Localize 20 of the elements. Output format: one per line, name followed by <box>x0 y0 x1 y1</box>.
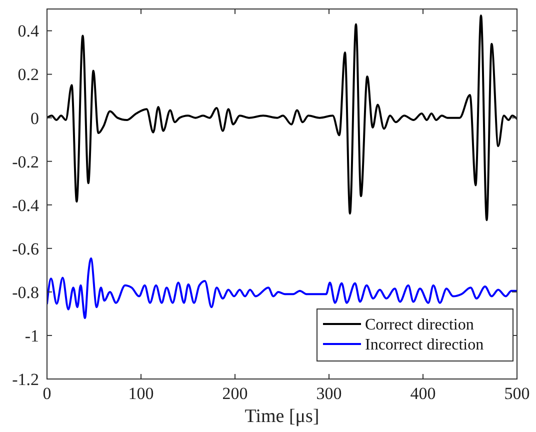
x-tick-label: 500 <box>504 384 530 403</box>
line-series <box>47 257 517 320</box>
y-tick-label: -0.2 <box>12 152 39 172</box>
x-axis-title: Time [μs] <box>244 406 320 427</box>
y-tick-label: -1 <box>24 326 39 346</box>
y-tick-label: 0.4 <box>18 22 40 41</box>
x-tick-label: 0 <box>42 384 52 403</box>
x-tick-label: 400 <box>410 384 436 403</box>
x-tick-label: 200 <box>222 384 248 403</box>
y-tick-label: -0.6 <box>12 239 39 258</box>
line-series <box>47 14 517 222</box>
legend-label: Correct direction <box>365 316 474 334</box>
y-tick-label: -1.2 <box>12 370 39 389</box>
y-tick-label: 0 <box>30 108 39 128</box>
y-tick-label: -0.8 <box>12 282 39 302</box>
y-tick-label: -0.4 <box>12 196 40 215</box>
x-tick-label: 100 <box>128 384 154 403</box>
legend-label: Incorrect direction <box>365 336 484 354</box>
y-tick-label: 0.2 <box>18 65 39 84</box>
x-tick-label: 300 <box>316 384 342 403</box>
